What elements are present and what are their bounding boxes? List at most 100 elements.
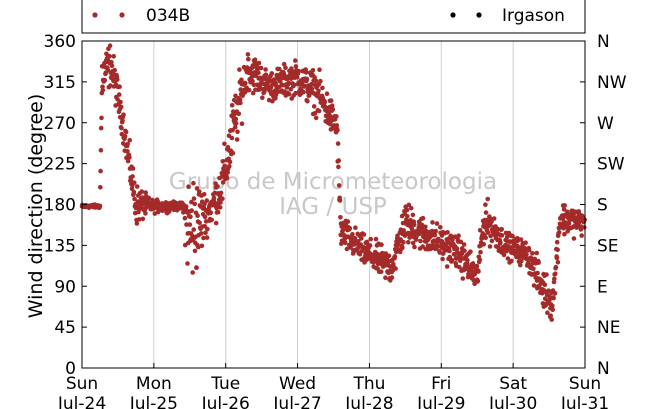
right-tick-label-7: NW: [597, 73, 627, 93]
data-point-0-1392: [534, 250, 539, 256]
data-point-0-690: [305, 98, 310, 104]
legend-item-034b[interactable]: 034B: [92, 6, 190, 26]
data-point-0-490: [239, 121, 245, 126]
data-point-0-828: [350, 232, 355, 237]
data-point-0-1036: [418, 238, 423, 244]
data-point-0-1422: [544, 272, 549, 277]
data-point-0-548: [258, 65, 264, 71]
x-tick-date-4: Jul-28: [344, 394, 393, 409]
data-point-0-1219: [477, 227, 483, 233]
data-point-0-1118: [444, 264, 450, 269]
data-point-0-156: [130, 166, 136, 171]
data-point-0-703: [309, 81, 314, 87]
data-point-0-1538: [582, 225, 587, 230]
data-point-0-1220: [478, 249, 483, 255]
data-point-0-168: [134, 221, 140, 226]
data-point-0-1230: [481, 242, 487, 247]
data-point-0-655: [293, 64, 299, 69]
data-point-0-476: [235, 129, 240, 134]
data-point-0-712: [312, 75, 317, 80]
data-point-0-1083: [433, 228, 439, 234]
data-point-0-397: [209, 217, 214, 223]
data-point-0-430: [220, 196, 225, 201]
data-point-0-659: [294, 75, 300, 80]
data-point-0-542: [256, 60, 262, 66]
data-point-0-330: [187, 222, 193, 227]
data-point-0-1034: [417, 231, 423, 237]
data-point-0-70: [102, 77, 108, 83]
data-point-0-86: [107, 43, 113, 48]
data-point-0-750: [324, 91, 330, 96]
data-point-0-480: [236, 111, 242, 117]
y-tick-label-3: 135: [44, 236, 76, 256]
data-point-0-59: [98, 125, 104, 131]
x-tick-date-2: Jul-26: [201, 394, 250, 409]
data-point-0-169: [134, 184, 140, 189]
data-point-0-1435: [548, 313, 553, 319]
bottom-axis: SunJul-24MonJul-25TueJul-26WedJul-27ThuJ…: [57, 363, 609, 409]
data-point-0-378: [203, 230, 208, 236]
data-point-0-558: [262, 89, 267, 95]
data-point-0-323: [185, 261, 190, 266]
data-point-0-884: [368, 236, 374, 242]
data-point-0-1344: [518, 237, 524, 242]
data-point-0-319: [183, 204, 189, 209]
data-point-0-1212: [475, 278, 481, 284]
data-point-0-780: [334, 123, 340, 128]
data-point-0-552: [260, 95, 265, 100]
data-point-0-87: [108, 83, 113, 88]
data-point-0-205: [146, 195, 152, 201]
data-point-0-681: [302, 83, 307, 89]
data-point-0-581: [269, 71, 275, 76]
data-point-0-100: [112, 67, 117, 73]
data-point-0-175: [136, 217, 142, 222]
data-point-0-717: [313, 115, 319, 121]
data-point-0-394: [208, 210, 213, 215]
data-point-0-1318: [510, 233, 515, 239]
data-point-0-1237: [483, 210, 489, 215]
data-point-0-1461: [556, 230, 562, 235]
data-point-0-949: [389, 275, 395, 280]
data-point-0-916: [378, 269, 384, 275]
data-point-0-509: [246, 56, 251, 62]
data-point-0-811: [344, 246, 350, 252]
data-point-0-779: [334, 114, 339, 119]
data-point-0-930: [383, 251, 389, 256]
legend-item-irgason[interactable]: Irgason: [450, 6, 565, 26]
data-point-0-1148: [454, 246, 460, 251]
x-tick-date-1: Jul-25: [129, 394, 178, 409]
data-point-0-374: [201, 192, 207, 197]
data-point-0-786: [336, 158, 342, 163]
data-point-0-958: [392, 254, 398, 259]
data-point-0-114: [116, 92, 122, 97]
data-point-0-1455: [554, 239, 560, 245]
data-point-0-500: [243, 80, 248, 86]
data-point-0-320: [184, 222, 189, 227]
data-point-0-1243: [485, 230, 491, 235]
data-point-0-354: [195, 213, 200, 218]
data-point-0-1476: [561, 207, 567, 212]
data-point-0-1249: [487, 244, 493, 249]
data-point-0-678: [301, 89, 306, 95]
data-point-0-1097: [438, 225, 443, 230]
data-point-0-97: [111, 54, 116, 59]
data-point-0-1199: [471, 277, 476, 283]
data-point-0-1001: [406, 202, 412, 208]
data-point-0-1255: [489, 238, 495, 244]
data-point-0-782: [335, 127, 340, 133]
data-point-0-512: [246, 87, 252, 93]
data-point-0-686: [303, 70, 309, 75]
data-point-0-929: [383, 275, 388, 281]
data-point-0-195: [143, 190, 148, 195]
data-point-0-1018: [412, 244, 417, 250]
data-point-0-141: [125, 158, 131, 164]
right-axis: N NE E SE S SW W NW N: [580, 32, 627, 379]
legend-label-irgason: Irgason: [502, 6, 565, 26]
right-tick-label-1: NE: [597, 318, 620, 338]
data-point-0-1448: [552, 291, 558, 296]
data-point-0-716: [313, 78, 319, 84]
data-point-0-1379: [530, 251, 535, 256]
data-point-0-704: [309, 86, 315, 91]
data-point-0-1304: [505, 256, 511, 261]
data-point-0-1087: [434, 221, 440, 226]
